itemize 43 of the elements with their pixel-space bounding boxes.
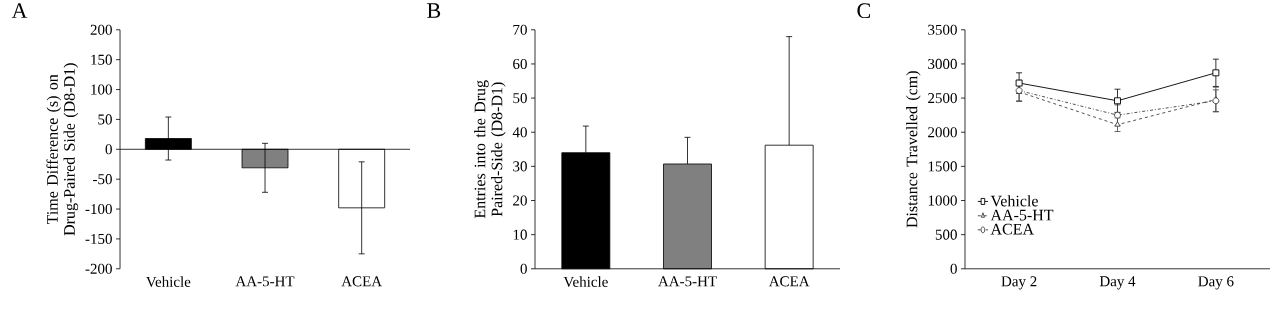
y-axis-title: Entries into the Drug Paired-Side (D8-D1)	[474, 80, 506, 219]
y-tick-label: -100	[85, 204, 112, 215]
y-tick-label: -200	[85, 263, 112, 274]
y-tick-label: 70	[513, 24, 527, 35]
y-tick-label: 50	[513, 93, 527, 104]
y-axis-title: Distance Travelled (cm)	[906, 71, 921, 228]
y-tick-label: 150	[91, 54, 112, 65]
y-tick-label: 20	[513, 195, 527, 206]
x-tick-label: AA-5-HT	[658, 276, 717, 287]
x-tick-label: ACEA	[341, 276, 382, 287]
x-tick-label: Day 4	[1099, 276, 1136, 290]
y-tick-label: 500	[935, 229, 957, 240]
y-tick-label: 2500	[928, 93, 957, 104]
y-tick-label: 40	[512, 127, 527, 138]
y-tick-label: 200	[90, 24, 112, 35]
x-tick-label: AA-5-HT	[235, 276, 295, 287]
y-tick-label: 100	[91, 84, 112, 95]
y-tick-label: 10	[513, 229, 527, 240]
y-tick-label: -50	[93, 174, 112, 185]
x-tick-label: Day 2	[1001, 276, 1037, 290]
x-tick-label: Vehicle	[563, 276, 608, 288]
x-tick-label: ACEA	[768, 276, 810, 287]
y-axis-title: Time Difference (s) on Drug-Paired Side (D8-D1)	[46, 63, 79, 236]
y-tick-label: -150	[85, 233, 112, 245]
y-tick-label: 50	[98, 114, 112, 125]
chart-title: C	[857, 3, 870, 19]
x-tick-label: Day 6	[1198, 276, 1234, 290]
legend-label: AA-5-HT	[990, 209, 1054, 221]
legend-label: Vehicle	[990, 195, 1038, 207]
y-tick-label: 3000	[928, 58, 957, 70]
y-tick-label: 30	[513, 161, 527, 172]
chart-title: A	[11, 3, 28, 18]
y-tick-label: 1000	[928, 195, 957, 206]
legend-label: ACEA	[990, 223, 1034, 235]
y-tick-label: 0	[105, 144, 112, 155]
y-tick-label: 2000	[928, 127, 957, 138]
y-tick-label: 0	[520, 263, 527, 274]
y-tick-label: 0	[950, 263, 957, 274]
y-tick-label: 1500	[928, 161, 957, 172]
y-tick-label: 60	[513, 58, 527, 70]
x-tick-label: Vehicle	[146, 276, 191, 288]
chart-title: B	[427, 3, 441, 18]
y-tick-label: 3500	[928, 24, 957, 35]
